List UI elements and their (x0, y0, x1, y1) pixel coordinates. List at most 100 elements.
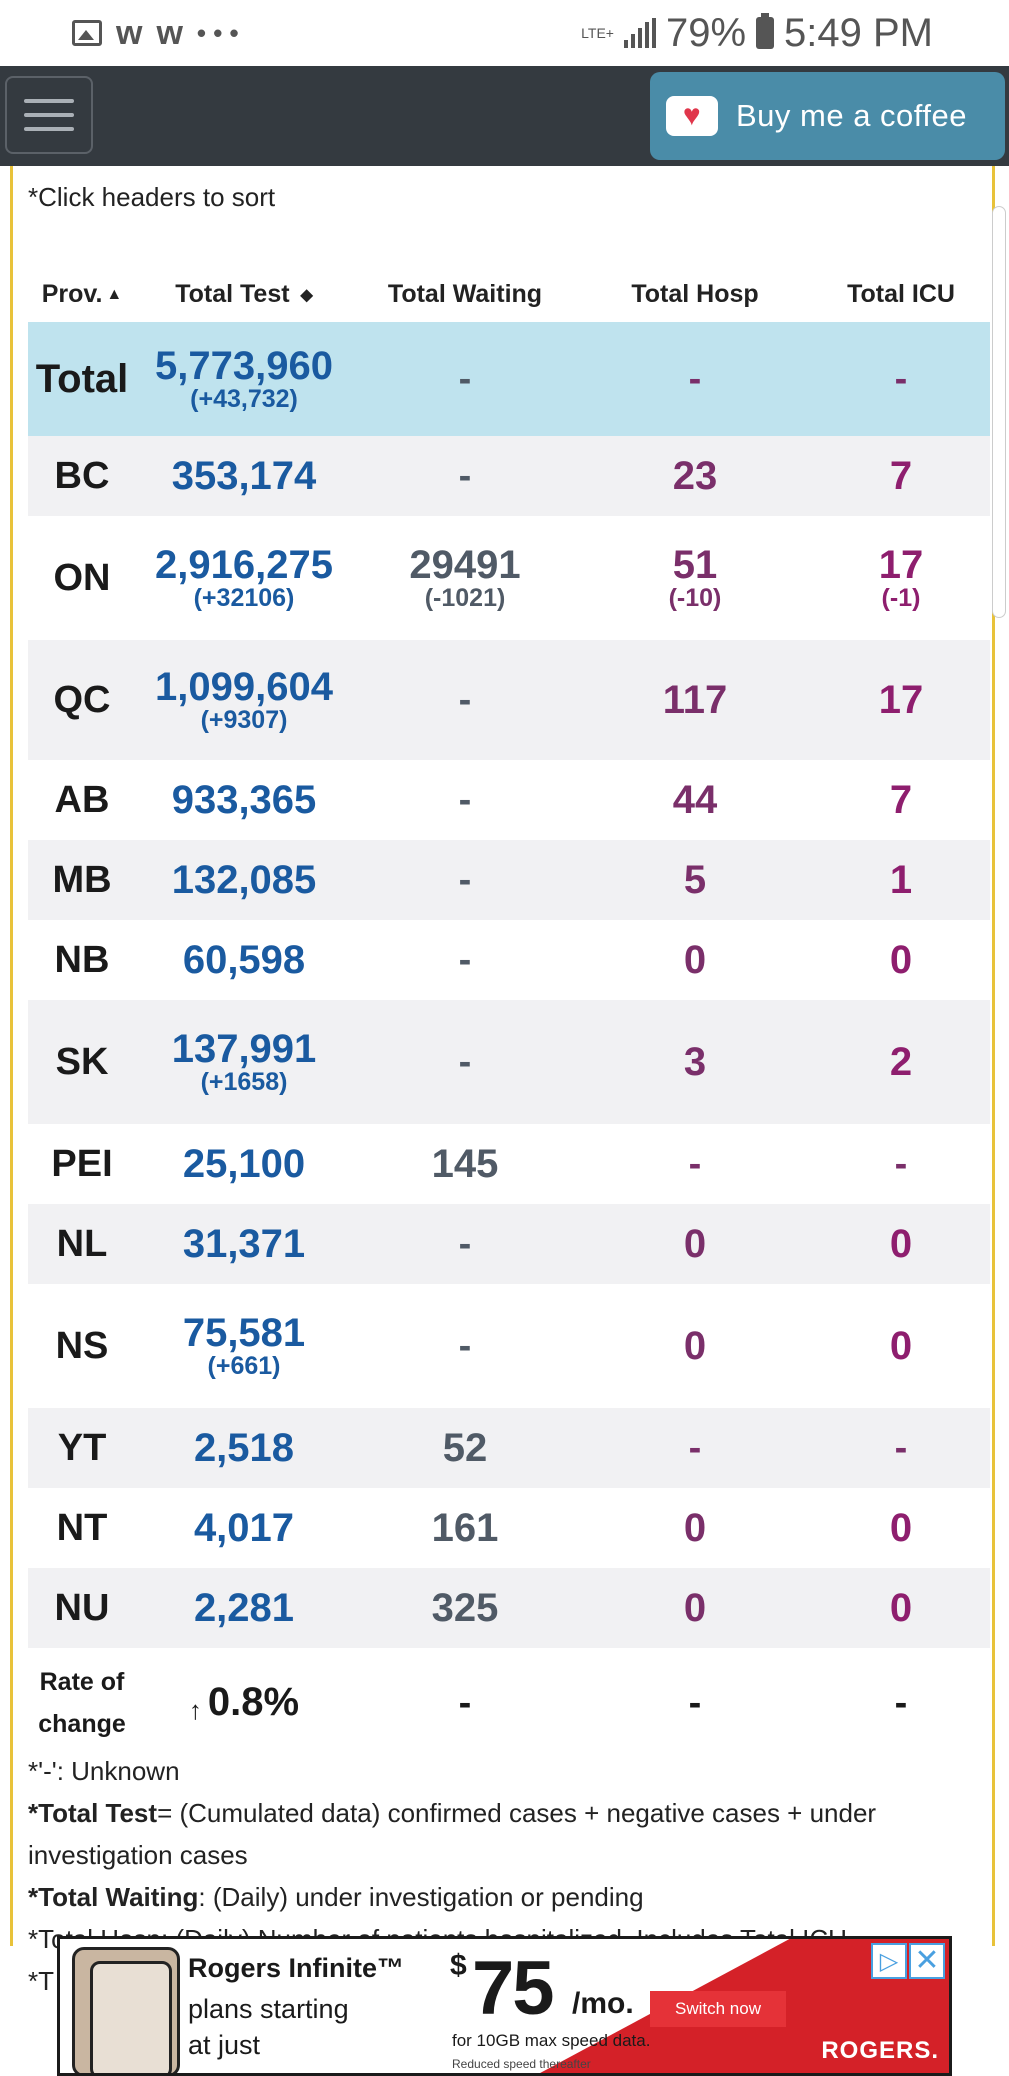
test-value: 2,518 (193, 1426, 295, 1470)
test-value: 1,099,604 (155, 665, 333, 709)
hosp-cell: 5 (578, 840, 812, 920)
waiting-value: - (458, 938, 472, 981)
table-row: NS 75,581 (+661) - 0 0 (28, 1284, 990, 1408)
rate-label-line2: change (38, 1710, 126, 1738)
hosp-value: 0 (683, 1506, 707, 1550)
note-total-waiting: *Total Waiting: (Daily) under investigat… (28, 1876, 988, 1918)
waiting-value: 145 (431, 1142, 499, 1186)
test-value: 353,174 (171, 454, 317, 498)
coffee-heart-icon: ♥ (666, 96, 718, 136)
total-icu-cell: - (812, 322, 990, 436)
test-cell: 137,991 (+1658) (136, 1000, 352, 1124)
prov-cell: YT (28, 1408, 136, 1488)
waiting-cell: - (352, 436, 578, 516)
hosp-value: 51 (672, 543, 718, 587)
test-cell: 31,371 (136, 1204, 352, 1284)
table-row: NL 31,371 - 0 0 (28, 1204, 990, 1284)
ad-price: 75 (472, 1946, 555, 2031)
total-test-cell: 5,773,960 (+43,732) (136, 322, 352, 436)
table-row: YT 2,518 52 - - (28, 1408, 990, 1488)
hamburger-menu-button[interactable] (5, 76, 93, 154)
buy-me-a-coffee-button[interactable]: ♥ Buy me a coffee (650, 72, 1005, 160)
hosp-value: - (688, 357, 702, 400)
prov-label: AB (54, 778, 110, 821)
test-cell: 4,017 (136, 1488, 352, 1568)
scroll-indicator[interactable] (992, 206, 1006, 618)
notification-icons: w w • • • (0, 14, 239, 53)
test-value: 5,773,960 (155, 344, 333, 388)
test-cell: 132,085 (136, 840, 352, 920)
icu-cell: 0 (812, 1488, 990, 1568)
test-value: 2,281 (193, 1586, 295, 1630)
header-prov-label: Prov. (41, 279, 103, 308)
waiting-value: - (458, 1040, 472, 1083)
test-cell: 353,174 (136, 436, 352, 516)
prov-cell: NL (28, 1204, 136, 1284)
rate-waiting-cell: - (352, 1648, 578, 1758)
test-value: 60,598 (182, 938, 306, 982)
header-total-test[interactable]: Total Test ◆ (136, 266, 352, 322)
icu-value: - (894, 1426, 908, 1469)
icu-cell: 17 (-1) (812, 516, 990, 640)
waiting-cell: - (352, 1284, 578, 1408)
hosp-cell: - (578, 1408, 812, 1488)
test-cell: 25,100 (136, 1124, 352, 1204)
waiting-cell: 29491 (-1021) (352, 516, 578, 640)
total-row: Total 5,773,960 (+43,732) - - - (28, 322, 990, 436)
test-value: 132,085 (171, 858, 317, 902)
table-row: AB 933,365 - 44 7 (28, 760, 990, 840)
icu-cell: 7 (812, 436, 990, 516)
prov-label: Total (35, 356, 129, 401)
hosp-cell: 0 (578, 1568, 812, 1648)
rogers-ad-banner[interactable]: Rogers Infinite™ plans starting at just … (57, 1936, 952, 2076)
waiting-cell: - (352, 760, 578, 840)
ad-choices-icon[interactable]: ▷ (871, 1943, 907, 1979)
header-total-waiting[interactable]: Total Waiting (352, 266, 578, 322)
test-cell: 2,916,275 (+32106) (136, 516, 352, 640)
test-change: (+661) (207, 1352, 281, 1380)
hosp-value: 117 (662, 678, 728, 722)
total-hosp-cell: - (578, 322, 812, 436)
hosp-value: 0 (683, 1324, 707, 1368)
battery-icon (756, 13, 775, 49)
rate-waiting-value: - (458, 1681, 472, 1724)
close-icon[interactable]: ✕ (909, 1943, 945, 1979)
header-waiting-label: Total Waiting (387, 279, 543, 308)
table-row: PEI 25,100 145 - - (28, 1124, 990, 1204)
waiting-cell: 145 (352, 1124, 578, 1204)
rate-value: 0.8% (207, 1679, 300, 1724)
ad-tagline: plans starting at just (188, 1994, 349, 2060)
header-prov[interactable]: Prov. ▲ (28, 266, 136, 322)
waiting-value: - (458, 778, 472, 821)
hosp-value: 0 (683, 1586, 707, 1630)
test-value: 31,371 (182, 1222, 306, 1266)
header-total-icu[interactable]: Total ICU (812, 266, 990, 322)
ad-fine-print: for 10GB max speed data. (452, 2031, 651, 2050)
test-change: (+43,732) (190, 385, 298, 413)
sort-icon: ◆ (300, 286, 313, 304)
header-total-hosp[interactable]: Total Hosp (578, 266, 812, 322)
ad-switch-now-button[interactable]: Switch now (650, 1991, 786, 2027)
waiting-value: - (458, 454, 472, 497)
note-unknown: *'-': Unknown (28, 1756, 180, 1786)
hosp-value: 0 (683, 938, 707, 982)
icu-cell: 2 (812, 1000, 990, 1124)
test-cell: 1,099,604 (+9307) (136, 640, 352, 760)
system-icons: LTE+ 79% 5:49 PM (581, 11, 1009, 56)
test-value: 4,017 (193, 1506, 295, 1550)
note-total-waiting-label: *Total Waiting (28, 1882, 199, 1912)
hosp-cell: 44 (578, 760, 812, 840)
icu-cell: 7 (812, 760, 990, 840)
waiting-value: - (458, 357, 472, 400)
icu-cell: 0 (812, 920, 990, 1000)
waiting-value: - (458, 858, 472, 901)
ad-dollar: $ (450, 1949, 467, 1982)
prov-cell: ON (28, 516, 136, 640)
test-change: (+1658) (200, 1068, 288, 1096)
prov-cell: BC (28, 436, 136, 516)
hamburger-icon-bar (24, 127, 74, 131)
waiting-cell: - (352, 840, 578, 920)
icu-value: 0 (889, 1324, 913, 1368)
note-total-test-text: = (Cumulated data) confirmed cases + neg… (28, 1798, 877, 1870)
prov-label: NL (56, 1222, 108, 1265)
